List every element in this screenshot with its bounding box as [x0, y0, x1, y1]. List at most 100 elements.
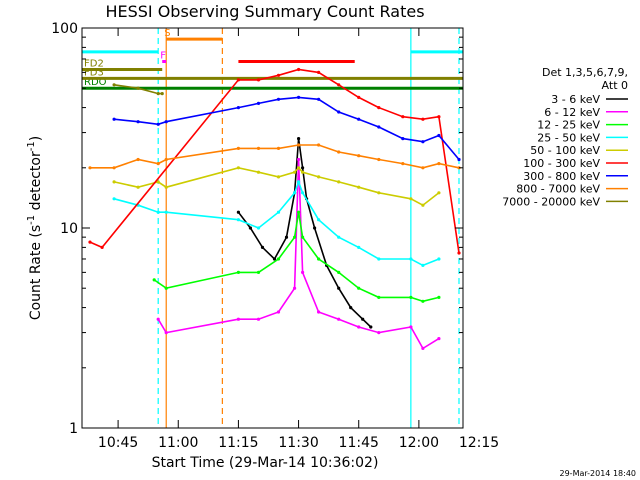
series-6-point-7	[297, 95, 301, 99]
series-7-point-0	[88, 166, 92, 170]
x-tick-label-2: 11:15	[218, 435, 258, 451]
legend-label-8: 7000 - 20000 keV	[502, 195, 600, 208]
series-4-point-5	[256, 170, 261, 174]
series-2-point-2	[236, 270, 240, 274]
series-6-point-0	[112, 117, 116, 121]
series-0-point-0	[236, 210, 240, 214]
series-6-point-13	[421, 140, 425, 144]
series-7-point-1	[112, 166, 116, 170]
series-4-point-0	[112, 180, 116, 184]
series-line-0	[237, 138, 372, 328]
series-2-point-10	[357, 286, 361, 290]
series-3-point-15	[421, 263, 425, 267]
series-2-point-0	[152, 278, 156, 282]
series-3-point-8	[297, 180, 301, 184]
legend-label-6: 300 - 800 keV	[523, 170, 600, 183]
y-tick-label-1: 10	[60, 221, 78, 237]
series-5-point-12	[437, 115, 441, 119]
x-tick-label-3: 11:30	[278, 435, 318, 451]
chart-title: HESSI Observing Summary Count Rates	[105, 2, 424, 21]
series-1-point-13	[421, 346, 425, 350]
series-2-point-1	[164, 286, 168, 290]
series-7-point-7	[276, 146, 281, 150]
flag-label-3: F	[160, 50, 166, 61]
flag-label-1: FD3	[84, 67, 104, 78]
footer-date: 29-Mar-2014 18:40	[560, 469, 637, 478]
series-1-point-8	[317, 310, 321, 314]
series-5-point-4	[276, 73, 281, 77]
series-3-point-12	[357, 245, 361, 249]
series-0-point-7	[301, 166, 305, 170]
series-4-point-16	[437, 191, 441, 195]
x-axis: 10:45 11:00 11:15 11:30 11:45 12:00 12:15	[98, 28, 499, 451]
series-6-point-1	[136, 120, 140, 124]
series-7-point-8	[297, 143, 301, 147]
y-axis-label: Count Rate (s-1 detector-1)	[26, 136, 44, 320]
series-1-point-2	[236, 317, 240, 321]
series-1-point-6	[297, 157, 301, 162]
series-3-point-10	[317, 218, 321, 222]
series-4-point-10	[317, 175, 321, 179]
series-line-5	[89, 68, 460, 254]
series-7-point-2	[136, 157, 140, 162]
series-line-1	[157, 159, 440, 350]
x-tick-label-4: 11:45	[339, 435, 379, 451]
series-5-point-8	[357, 95, 361, 99]
series-6-point-2	[156, 122, 160, 126]
series-3-point-6	[276, 210, 281, 214]
y-tick-label-0: 1	[69, 421, 78, 437]
x-tick-label-0: 10:45	[98, 435, 138, 451]
legend-label-2: 12 - 25 keV	[537, 119, 600, 132]
series-5-point-3	[256, 78, 261, 82]
series-2-point-4	[276, 257, 281, 261]
series-4-point-14	[409, 197, 413, 201]
legend-label-4: 50 - 100 keV	[530, 144, 600, 157]
series-3-point-13	[377, 257, 381, 261]
flag-label-0: RDO	[84, 77, 107, 88]
x-tick-label-1: 11:00	[158, 435, 198, 451]
series-6-point-14	[437, 133, 441, 138]
series-1-point-7	[301, 270, 305, 274]
series-6-point-8	[317, 97, 321, 101]
legend-label-1: 6 - 12 keV	[544, 106, 600, 119]
series-6-point-11	[377, 125, 381, 129]
series-7-point-14	[421, 166, 425, 170]
series-2-point-5	[293, 235, 297, 239]
series-0-point-6	[297, 137, 301, 141]
series-0-point-4	[284, 235, 289, 239]
x-axis-label: Start Time (29-Mar-14 10:36:02)	[152, 455, 379, 471]
series-6-point-12	[401, 137, 405, 141]
x-tick-label-6: 12:15	[459, 435, 499, 451]
series-6-point-10	[357, 117, 361, 121]
series-2-point-7	[301, 235, 305, 239]
flag-label-4: S	[164, 28, 170, 39]
series-7-point-10	[337, 150, 341, 154]
series-7-point-5	[236, 146, 240, 150]
series-2-point-13	[421, 299, 425, 303]
series-7-point-15	[437, 162, 441, 166]
series-1-point-3	[256, 317, 261, 321]
series-1-point-1	[164, 331, 168, 335]
series-5-point-7	[337, 83, 341, 87]
series-4-point-2	[156, 180, 160, 184]
series-line-2	[153, 212, 440, 303]
series-7-point-11	[357, 154, 361, 158]
series-7-point-13	[401, 162, 405, 166]
y-axis: 1 10 100	[51, 21, 463, 437]
series-3-point-2	[156, 210, 160, 214]
series-line-6	[114, 96, 460, 161]
series-4-point-9	[301, 170, 305, 174]
series-0-point-1	[248, 226, 252, 230]
series-6-point-15	[457, 157, 461, 162]
series-2-point-14	[437, 295, 441, 299]
series-4-point-13	[377, 191, 381, 195]
series-4-point-12	[357, 185, 361, 189]
series-1-point-14	[437, 337, 441, 341]
series-1-point-12	[409, 325, 413, 329]
flag-label-2: FD2	[84, 59, 104, 70]
series-8-point-3	[160, 92, 164, 96]
series-1-point-10	[357, 325, 361, 329]
series-5-point-6	[317, 70, 321, 74]
series-3-point-14	[409, 257, 413, 261]
